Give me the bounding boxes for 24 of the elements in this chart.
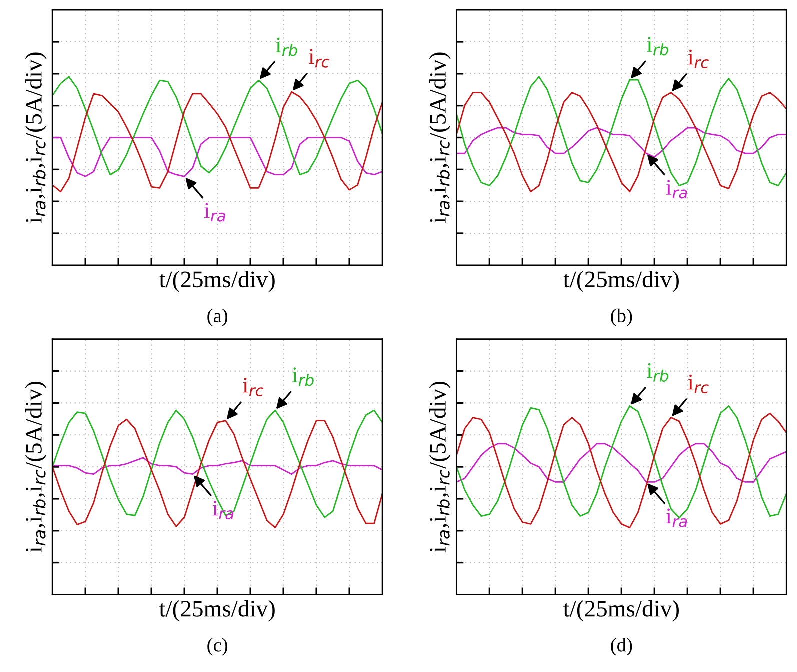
- y-axis-title: i$_{ra}$,i$_{rb}$,i$_{rc}$/(5A/div): [429, 52, 451, 224]
- y-axis-title: i$_{ra}$,i$_{rb}$,i$_{rc}$/(5A/div): [25, 52, 47, 224]
- x-axis-title: t/(25ms/div): [159, 600, 275, 622]
- series-label: i$_{rb}$: [292, 368, 314, 386]
- series-label: i$_{rb}$: [276, 38, 298, 56]
- series-label: i$_{ra}$: [666, 508, 688, 528]
- series-label: i$_{rb}$: [647, 363, 668, 382]
- series-label: i$_{ra}$: [204, 203, 226, 222]
- x-axis-title: t/(25ms/div): [159, 270, 275, 292]
- series-label: i$_{ra}$: [212, 500, 234, 520]
- text: (b): [611, 308, 632, 326]
- series-label: i$_{rc}$: [688, 50, 709, 68]
- text: (c): [208, 638, 228, 656]
- y-axis-title: i$_{ra}$,i$_{rb}$,i$_{rc}$/(5A/div): [25, 382, 47, 553]
- series-label: i$_{rc}$: [242, 378, 264, 397]
- x-axis-title: t/(25ms/div): [564, 270, 679, 292]
- series-label: i$_{rc}$: [688, 374, 709, 394]
- series-label: i$_{rb}$: [647, 37, 668, 56]
- text: (a): [208, 308, 228, 326]
- y-axis-title: i$_{ra}$,i$_{rb}$,i$_{rc}$/(5A/div): [429, 382, 451, 553]
- series-label: i$_{ra}$: [666, 180, 688, 199]
- text: (d): [611, 638, 632, 656]
- series-label: i$_{rc}$: [308, 49, 330, 68]
- x-axis-title: t/(25ms/div): [564, 600, 679, 622]
